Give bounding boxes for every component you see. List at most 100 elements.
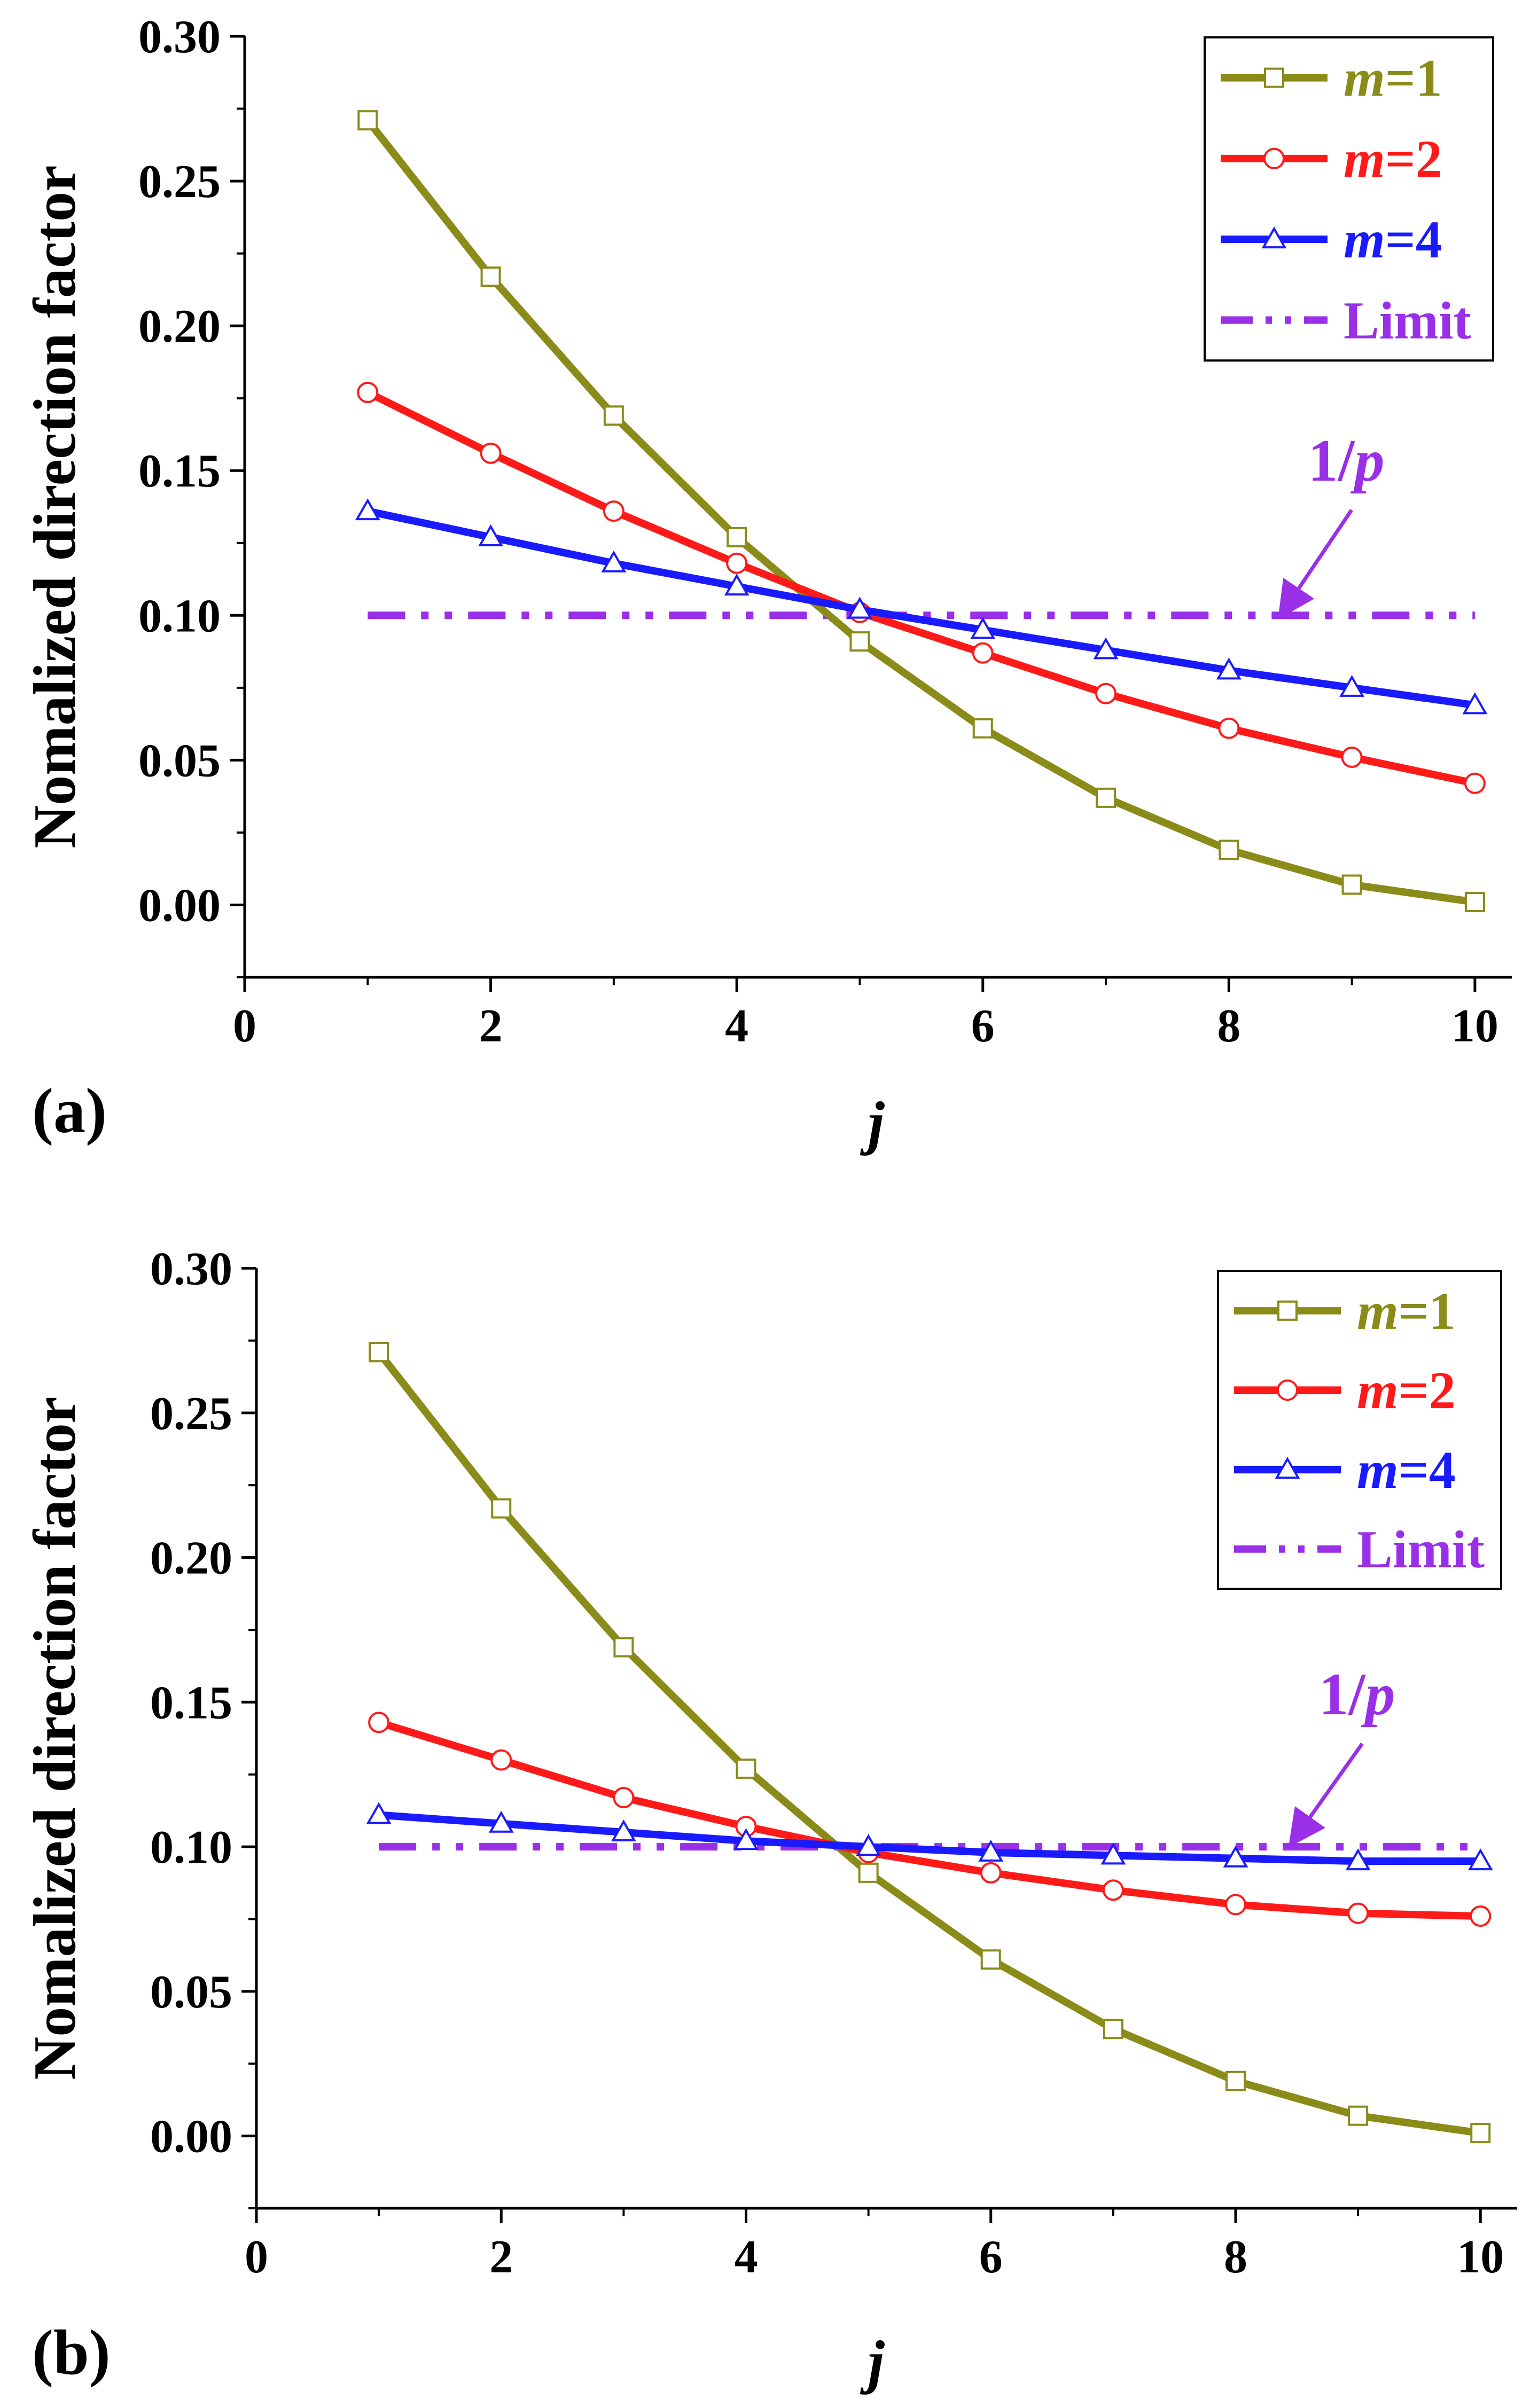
data-point-circle (1347, 1902, 1369, 1924)
y-tick-label: 0.20 (138, 301, 221, 352)
series-m-1 (357, 110, 1485, 913)
legend-label: m=4 (1357, 1440, 1456, 1500)
data-point-triangle (488, 1810, 514, 1833)
panel-label: (a) (32, 1075, 107, 1146)
legend-label: m=1 (1357, 1281, 1456, 1340)
x-tick-label: 10 (1451, 1000, 1498, 1052)
y-tick-label: 0.10 (138, 590, 221, 642)
data-point-triangle (733, 1828, 759, 1850)
data-point-circle (1102, 1879, 1124, 1901)
y-tick-label: 0.30 (150, 1243, 232, 1295)
data-point-circle (1470, 1905, 1492, 1927)
data-point-triangle (1462, 692, 1488, 715)
x-tick-label: 0 (233, 1000, 256, 1052)
data-point-circle (1218, 717, 1240, 739)
data-point-square (727, 527, 747, 547)
data-point-square (1464, 892, 1485, 913)
data-point-square (736, 1758, 756, 1779)
legend-label-var: m (1357, 1440, 1399, 1500)
data-point-circle (972, 642, 994, 664)
series-m-2 (368, 1712, 1492, 1927)
legend-label: m=2 (1357, 1361, 1456, 1420)
legend-label-eq: =4 (1385, 210, 1442, 269)
legend-label-var: m (1357, 1281, 1399, 1340)
data-point-square (613, 1637, 634, 1658)
data-point-triangle (1223, 1845, 1248, 1868)
x-axis-title: j (860, 2329, 885, 2395)
y-tick-label: 0.25 (138, 156, 221, 208)
data-point-triangle (1345, 1848, 1371, 1871)
y-axis-title: Nomalized direction factor (22, 1397, 88, 2080)
legend-box (1217, 1270, 1502, 1590)
series-line (366, 507, 1475, 709)
data-point-square (491, 1498, 512, 1519)
data-point-square (1219, 840, 1239, 860)
y-tick-label: 0.05 (138, 735, 221, 787)
data-point-square (603, 405, 624, 426)
x-tick-label: 8 (1224, 2231, 1247, 2283)
y-axis-title: Nomalized direction factor (22, 165, 88, 848)
series-line (378, 1811, 1481, 1865)
data-point-square (1264, 67, 1284, 88)
annotation-var: p (1361, 1661, 1395, 1728)
y-tick-label: 0.00 (138, 880, 221, 931)
data-point-triangle (1467, 1848, 1493, 1871)
data-point-triangle (856, 1834, 881, 1856)
y-tick-label: 0.25 (150, 1388, 232, 1440)
y-tick-label: 0.10 (150, 1822, 232, 1873)
x-tick-label: 6 (979, 2231, 1003, 2283)
legend-label: m=1 (1344, 49, 1442, 108)
data-point-square (1348, 2105, 1369, 2126)
series-m-4 (366, 1802, 1493, 1871)
data-point-triangle (366, 1802, 392, 1824)
series-m-2 (357, 381, 1486, 794)
data-point-circle (490, 1749, 512, 1771)
series-line (364, 117, 1475, 906)
data-point-square (1103, 2019, 1123, 2040)
legend-label-var: m (1344, 129, 1385, 189)
data-point-triangle (611, 1819, 636, 1841)
legend-label-var: m (1344, 49, 1385, 108)
legend-label-eq: =2 (1399, 1361, 1456, 1420)
y-tick-label: 0.15 (138, 445, 221, 497)
data-point-triangle (478, 524, 504, 546)
legend-label-var: m (1344, 210, 1385, 269)
legend-label: Limit (1357, 1520, 1485, 1579)
x-tick-label: 4 (725, 1000, 748, 1052)
data-point-square (980, 1949, 1001, 1970)
y-tick-label: 0.30 (138, 11, 221, 63)
data-point-square (369, 1342, 389, 1363)
x-tick-label: 2 (489, 2231, 513, 2283)
data-point-square (972, 718, 993, 739)
annotation-prefix: 1/ (1318, 1661, 1366, 1728)
data-point-triangle (1093, 637, 1119, 660)
legend-box (1204, 36, 1494, 362)
y-tick-label: 0.20 (150, 1533, 232, 1585)
x-tick-label: 10 (1457, 2231, 1504, 2283)
data-point-square (849, 631, 870, 652)
data-point-triangle (1339, 674, 1365, 697)
data-point-circle (1277, 1379, 1298, 1401)
annotation-var: p (1350, 428, 1385, 494)
data-point-square (357, 110, 378, 131)
data-point-circle (357, 381, 379, 403)
data-point-circle (1464, 772, 1486, 794)
annotation-prefix: 1/ (1308, 428, 1355, 494)
legend-label: Limit (1344, 291, 1471, 350)
data-point-triangle (724, 574, 750, 596)
x-tick-label: 4 (735, 2231, 758, 2283)
legend-label-eq: =2 (1385, 129, 1442, 189)
annotation-label: 1/p (1308, 428, 1384, 494)
data-point-circle (1341, 746, 1363, 768)
chart-panel-a: 0.00 0.05 0.10 0.15 0.20 0.25 0.30 0 2 4 6 8 10 j Noma… (22, 11, 1512, 1156)
data-point-circle (603, 500, 624, 522)
data-point-triangle (1261, 226, 1287, 249)
y-tick-label: 0.00 (150, 2111, 232, 2163)
data-point-circle (726, 552, 748, 574)
series-m-1 (369, 1342, 1491, 2144)
annotation-arrow (1288, 1742, 1364, 1848)
legend-label-eq: =1 (1385, 49, 1442, 108)
data-point-square (1096, 787, 1117, 808)
